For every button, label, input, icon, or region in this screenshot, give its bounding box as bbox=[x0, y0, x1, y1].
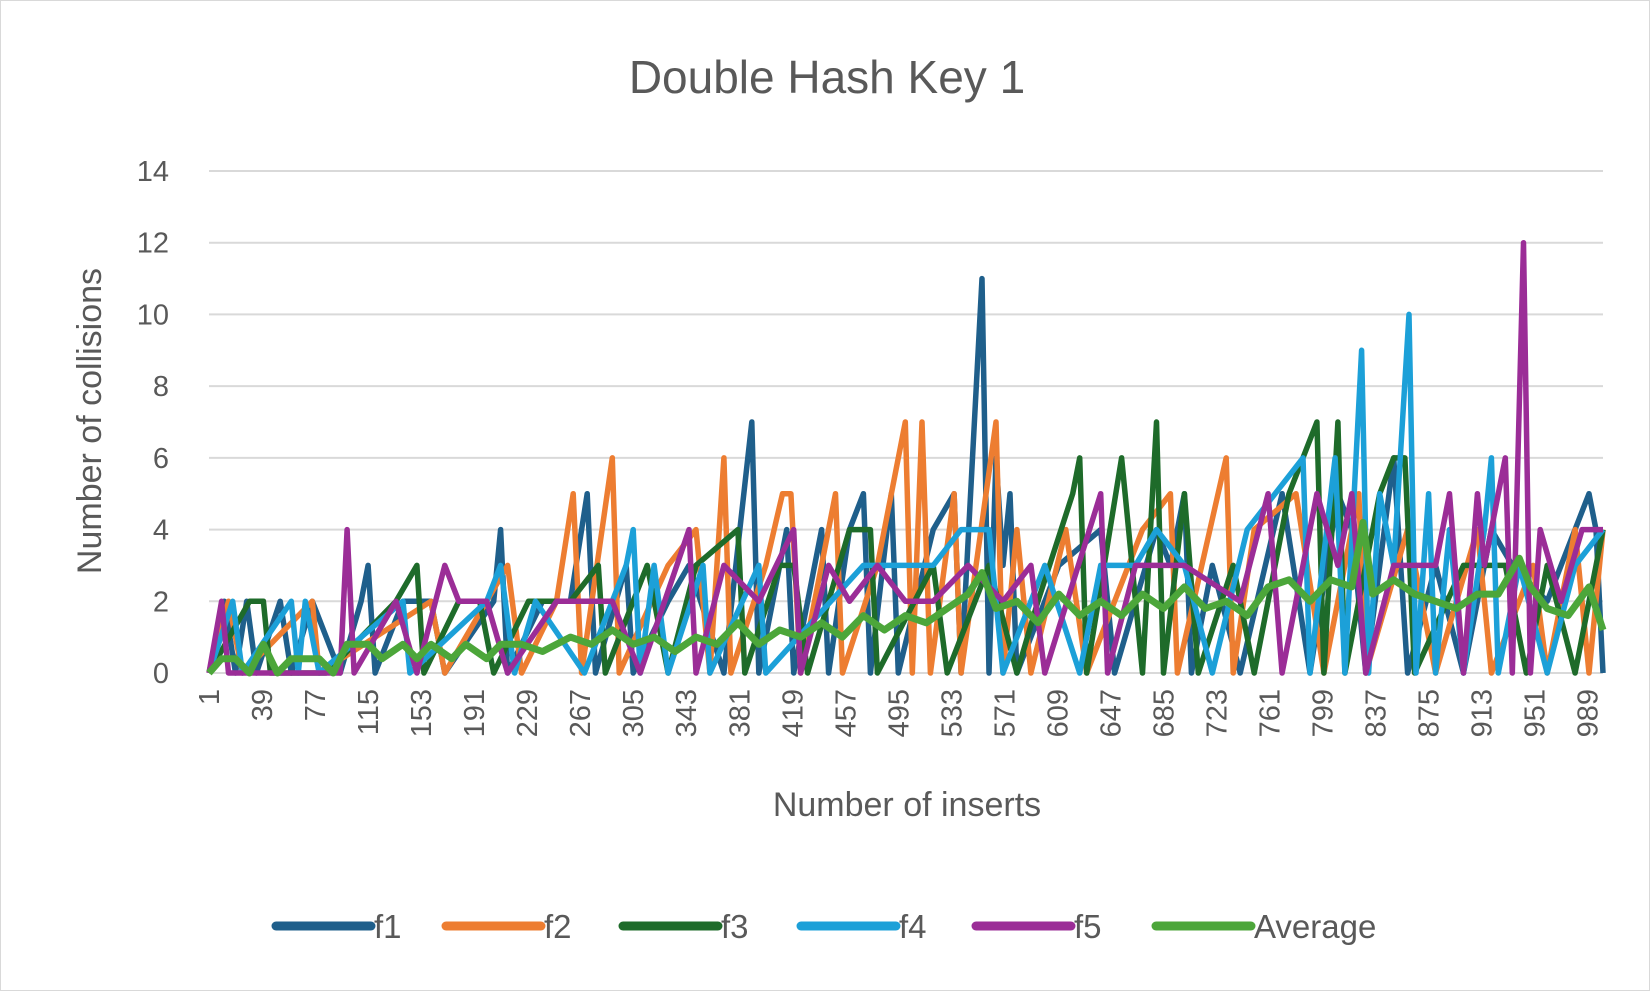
legend-label-average: Average bbox=[1254, 908, 1376, 945]
y-tick-label: 6 bbox=[153, 443, 169, 475]
x-tick-label: 381 bbox=[724, 689, 756, 737]
chart-title: Double Hash Key 1 bbox=[629, 51, 1025, 103]
series-line-f4 bbox=[206, 311, 1606, 676]
y-tick-label: 4 bbox=[153, 515, 169, 547]
x-tick-label: 191 bbox=[459, 689, 491, 737]
series-lines bbox=[206, 239, 1607, 677]
x-tick-label: 343 bbox=[671, 689, 703, 737]
y-axis-ticks: 0 2 4 6 8 10 12 14 bbox=[137, 156, 169, 690]
y-tick-label: 12 bbox=[137, 228, 169, 260]
y-tick-label: 2 bbox=[153, 586, 169, 618]
x-tick-label: 875 bbox=[1414, 689, 1446, 737]
x-axis-label: Number of inserts bbox=[773, 786, 1041, 824]
x-axis-ticks: 1 39 77 115 153 191 229 267 305 343 381 419 457 495 53… bbox=[194, 689, 1605, 737]
legend: f1 f2 f3 f4 f5 Average bbox=[271, 908, 1376, 945]
legend-label-f4: f4 bbox=[899, 908, 927, 945]
y-tick-label: 8 bbox=[153, 371, 169, 403]
legend-label-f5: f5 bbox=[1074, 908, 1102, 945]
x-tick-label: 533 bbox=[936, 689, 968, 737]
x-tick-label: 457 bbox=[830, 689, 862, 737]
x-tick-label: 571 bbox=[989, 689, 1021, 737]
x-tick-label: 153 bbox=[406, 689, 438, 737]
legend-label-f1: f1 bbox=[374, 908, 402, 945]
x-tick-label: 77 bbox=[300, 689, 332, 721]
x-tick-label: 685 bbox=[1148, 689, 1180, 737]
x-tick-label: 951 bbox=[1520, 689, 1552, 737]
x-tick-label: 267 bbox=[565, 689, 597, 737]
x-tick-label: 305 bbox=[618, 689, 650, 737]
x-tick-label: 913 bbox=[1467, 689, 1499, 737]
x-tick-label: 419 bbox=[777, 689, 809, 737]
x-tick-label: 609 bbox=[1042, 689, 1074, 737]
x-tick-label: 723 bbox=[1201, 689, 1233, 737]
x-tick-label: 837 bbox=[1361, 689, 1393, 737]
x-tick-label: 799 bbox=[1308, 689, 1340, 737]
series-line-average bbox=[206, 518, 1607, 677]
x-tick-label: 647 bbox=[1095, 689, 1127, 737]
series-line-f3 bbox=[206, 419, 1606, 676]
x-tick-label: 761 bbox=[1255, 689, 1287, 737]
x-tick-label: 989 bbox=[1573, 689, 1605, 737]
x-tick-label: 39 bbox=[247, 689, 279, 721]
legend-label-f2: f2 bbox=[544, 908, 572, 945]
x-tick-label: 495 bbox=[883, 689, 915, 737]
series-line-f5 bbox=[206, 239, 1603, 676]
y-tick-label: 0 bbox=[153, 658, 169, 690]
x-tick-label: 115 bbox=[353, 689, 385, 735]
x-tick-label: 1 bbox=[194, 689, 226, 705]
legend-label-f3: f3 bbox=[721, 908, 749, 945]
y-tick-label: 10 bbox=[137, 299, 169, 331]
y-axis-label: Number of collisions bbox=[71, 268, 109, 574]
x-tick-label: 229 bbox=[512, 689, 544, 737]
y-tick-label: 14 bbox=[137, 156, 169, 188]
